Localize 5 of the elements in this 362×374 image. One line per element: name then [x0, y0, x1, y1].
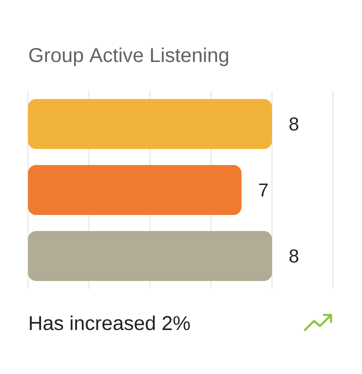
- data-label: 8: [290, 249, 298, 263]
- data-label: 7: [259, 184, 268, 196]
- text: Has increased 2%: [30, 316, 190, 330]
- data-label: 8: [290, 117, 298, 131]
- chart-title: Group Active Listening: [29, 48, 228, 66]
